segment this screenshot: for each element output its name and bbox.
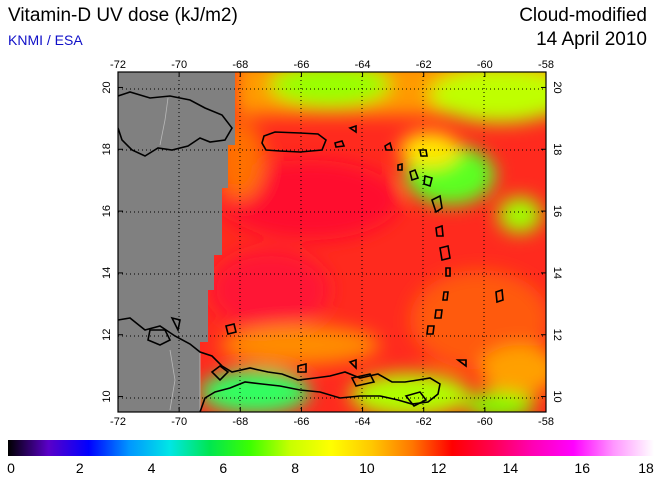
- lat-lon-grid: [118, 72, 546, 412]
- lon-tick-label-top: -62: [416, 59, 432, 71]
- lon-tick-label-bottom: -58: [538, 416, 554, 428]
- lat-tick-label-right: 16: [551, 205, 563, 217]
- axis-labels: -72 -72 -70 -70 -68 -68 -66 -66 -64 -64 -62 -62 -60 -…: [101, 59, 563, 428]
- lat-tick-label-right: 10: [551, 390, 563, 402]
- colorbar-gradient: [8, 440, 654, 456]
- colorbar-tick-label: 12: [430, 460, 447, 476]
- date-label: 14 April 2010: [536, 29, 647, 50]
- lat-tick-label-left: 14: [101, 267, 113, 279]
- colorbar: [8, 440, 654, 456]
- lon-tick-label-bottom: -64: [355, 416, 371, 428]
- lon-tick-label-bottom: -60: [477, 416, 493, 428]
- mode-label: Cloud-modified: [519, 5, 647, 26]
- lat-tick-label-left: 12: [101, 329, 113, 341]
- lon-tick-label-top: -66: [293, 59, 309, 71]
- lon-tick-label-bottom: -62: [416, 416, 432, 428]
- lat-tick-label-left: 18: [101, 143, 113, 155]
- colorbar-tick-label: 6: [219, 460, 228, 476]
- map-field: [118, 72, 546, 412]
- colorbar-tick-label: 14: [502, 460, 519, 476]
- colorbar-tick-label: 8: [291, 460, 300, 476]
- lon-tick-label-top: -72: [110, 59, 126, 71]
- lon-tick-label-top: -60: [477, 59, 493, 71]
- coastlines: [118, 91, 504, 412]
- colorbar-tick-label: 4: [147, 460, 156, 476]
- lat-tick-label-right: 20: [551, 81, 563, 93]
- colorbar-tick-label: 18: [638, 460, 654, 476]
- uv-field-variations: [200, 72, 546, 412]
- lon-tick-label-top: -64: [355, 59, 371, 71]
- lat-tick-label-left: 10: [101, 390, 113, 402]
- no-data-region: [118, 72, 235, 412]
- lon-tick-label-top: -68: [232, 59, 248, 71]
- colorbar-tick-label: 0: [7, 460, 15, 476]
- lat-tick-label-left: 16: [101, 205, 113, 217]
- lon-tick-label-bottom: -70: [171, 416, 187, 428]
- colorbar-tick-label: 2: [75, 460, 84, 476]
- lon-tick-label-bottom: -68: [232, 416, 248, 428]
- map-title: Vitamin-D UV dose (kJ/m2): [8, 5, 238, 26]
- lon-tick-label-top: -58: [538, 59, 554, 71]
- colorbar-tick-label: 16: [574, 460, 591, 476]
- colorbar-tick-label: 10: [359, 460, 375, 476]
- lat-tick-label-right: 18: [551, 143, 563, 155]
- credit-label: KNMI / ESA: [8, 32, 83, 48]
- lon-tick-label-top: -70: [171, 59, 187, 71]
- lat-tick-label-right: 14: [551, 267, 563, 279]
- map-frame: [117, 71, 547, 413]
- lat-tick-label-right: 12: [551, 329, 563, 341]
- axis-ticks: [117, 72, 547, 412]
- lon-tick-label-bottom: -66: [293, 416, 309, 428]
- lat-tick-label-left: 20: [101, 81, 113, 93]
- lon-tick-label-bottom: -72: [110, 416, 126, 428]
